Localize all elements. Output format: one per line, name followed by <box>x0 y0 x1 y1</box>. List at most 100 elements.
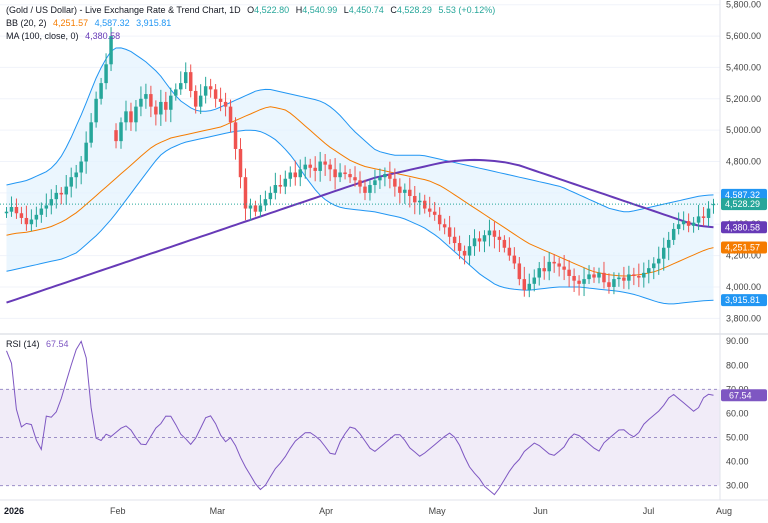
candle <box>278 174 283 194</box>
candle-body <box>218 98 223 102</box>
candle-body <box>447 227 452 237</box>
price-tick-label: 5,400.00 <box>726 62 761 72</box>
candle <box>333 158 337 190</box>
candle <box>656 246 661 275</box>
candle <box>318 151 322 182</box>
candle-body <box>632 274 636 276</box>
time-axis[interactable]: 2026 Feb Mar Apr May Jun Jul Aug <box>4 506 732 516</box>
candle-body <box>517 263 522 280</box>
candle <box>218 87 223 112</box>
badge-label: 3,915.81 <box>725 295 760 305</box>
candle-body <box>487 230 492 236</box>
price-pane[interactable] <box>0 4 720 319</box>
candle-body <box>552 261 556 264</box>
candle <box>243 168 248 221</box>
candle-body <box>293 172 298 178</box>
candle <box>622 266 626 289</box>
candle <box>487 219 492 247</box>
candle <box>14 198 19 219</box>
candle <box>557 257 561 277</box>
candle <box>612 272 616 295</box>
candle <box>502 235 507 253</box>
candle <box>572 268 576 292</box>
candle-body <box>333 169 337 178</box>
candle <box>338 163 342 183</box>
candle-body <box>363 186 367 193</box>
candle-body <box>79 161 83 173</box>
candle-body <box>378 177 382 181</box>
candle <box>159 89 163 126</box>
candle-body <box>427 208 432 212</box>
bb-lower-value: 3,915.81 <box>136 18 172 28</box>
low-value: L4,450.74 <box>343 5 384 15</box>
bb-upper-value: 4,587.32 <box>94 18 130 28</box>
rsi-tick-label: 40.00 <box>726 457 749 467</box>
candle-body <box>268 192 273 200</box>
candle <box>592 267 596 283</box>
bb-legend[interactable]: BB (20, 2) 4,251.57 4,587.32 3,915.81 <box>6 18 175 28</box>
price-axis[interactable]: 3,800.004,000.004,200.004,400.004,600.00… <box>726 0 761 323</box>
candle <box>64 174 68 205</box>
candle-body <box>263 199 268 206</box>
candle-body <box>642 272 646 278</box>
candle-body <box>527 283 532 291</box>
candle-body <box>701 216 706 218</box>
price-tick-label: 3,800.00 <box>726 313 761 323</box>
candle <box>144 83 148 109</box>
candle-body <box>34 214 39 220</box>
candle <box>49 189 54 215</box>
candle <box>691 217 696 233</box>
candle <box>24 205 29 231</box>
candle-body <box>134 106 138 123</box>
bollinger-band-lines <box>6 47 714 305</box>
price-badges: 4,587.324,528.29 4,380.58 4,251.57 3,915.81… <box>721 188 767 402</box>
candle <box>213 84 218 108</box>
candle <box>188 64 193 98</box>
candle <box>512 247 517 270</box>
candle-body <box>507 247 512 256</box>
candle <box>149 85 153 118</box>
rsi-tick-label: 50.00 <box>726 432 749 442</box>
candle-body <box>388 174 392 179</box>
candle-body <box>139 98 143 107</box>
candle <box>59 187 64 205</box>
rsi-legend[interactable]: RSI (14) 67.54 <box>6 339 73 349</box>
time-tick-label: Jun <box>533 506 548 516</box>
rsi-tick-label: 30.00 <box>726 481 749 491</box>
ma-legend[interactable]: MA (100, close, 0) 4,380.58 <box>6 31 124 41</box>
symbol-title[interactable]: (Gold / US Dollar) - Live Exchange Rate … <box>6 5 241 15</box>
rsi-pane[interactable] <box>0 340 720 496</box>
candle-body <box>622 277 626 281</box>
candle-body <box>278 185 283 187</box>
candle <box>422 194 427 214</box>
candle-body <box>612 279 616 287</box>
bb-label: BB (20, 2) <box>6 18 47 28</box>
bb-mid-value: 4,251.57 <box>53 18 89 28</box>
rsi-tick-label: 60.00 <box>726 408 749 418</box>
candle <box>79 156 83 185</box>
candle <box>632 267 636 286</box>
candle-body <box>328 164 332 170</box>
candle <box>482 230 487 253</box>
candle <box>637 263 641 288</box>
candle <box>408 177 412 208</box>
candle <box>413 185 417 215</box>
candle <box>89 113 93 148</box>
candle-body <box>577 280 581 284</box>
candle <box>373 169 377 194</box>
candle-body <box>567 269 571 276</box>
candle <box>681 211 686 231</box>
bb-upper-line <box>6 47 714 213</box>
candle <box>114 123 118 149</box>
candle-body <box>502 239 507 248</box>
candle <box>442 218 447 235</box>
candle-body <box>298 169 302 178</box>
candle <box>418 192 422 215</box>
candle-body <box>582 279 586 284</box>
candle <box>552 254 556 273</box>
candle <box>627 265 631 290</box>
price-badge: 4,587.32 <box>721 188 767 201</box>
candle <box>706 201 711 227</box>
